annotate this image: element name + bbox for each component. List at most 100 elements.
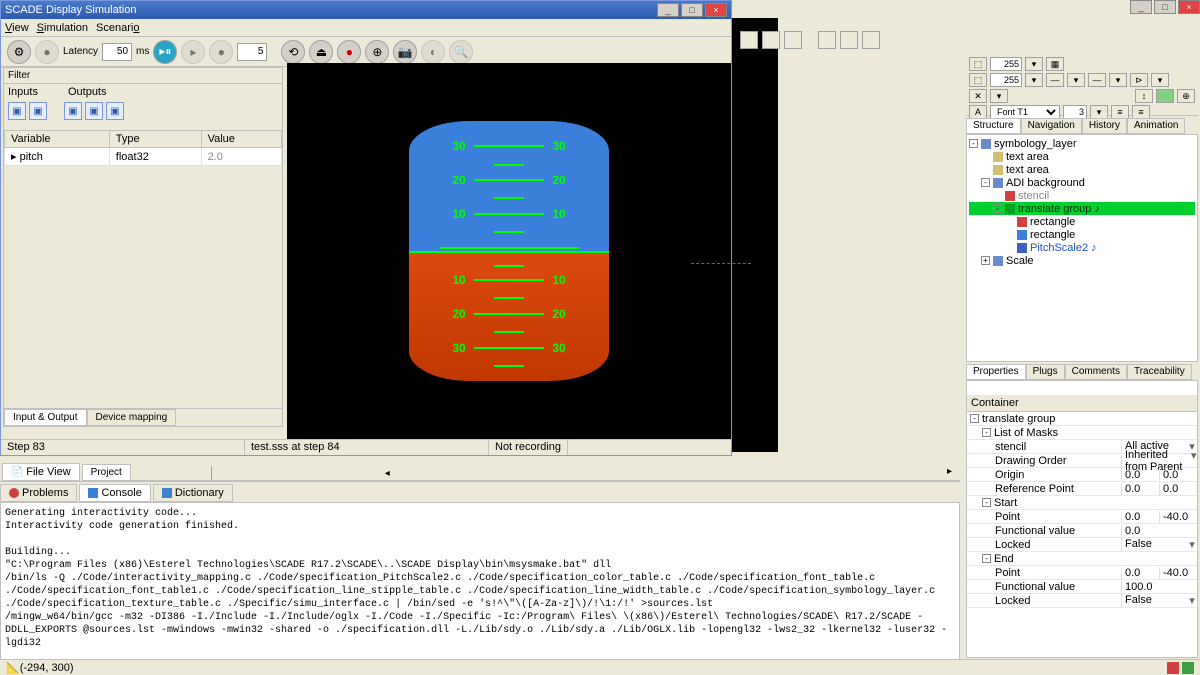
rtb-input-a[interactable] xyxy=(990,57,1022,71)
outer-close[interactable]: × xyxy=(1178,0,1200,14)
tab-traceability[interactable]: Traceability xyxy=(1127,364,1192,380)
outputs-btn-2[interactable]: ▣ xyxy=(85,102,103,120)
maximize-button[interactable]: □ xyxy=(681,3,703,17)
rtb-btn[interactable]: — xyxy=(1046,73,1064,87)
tab-properties[interactable]: Properties xyxy=(966,364,1026,380)
rtb-btn[interactable]: ▾ xyxy=(1090,105,1108,119)
toolbar-btn[interactable]: ⟲ xyxy=(281,40,305,64)
tab-plugs[interactable]: Plugs xyxy=(1026,364,1065,380)
rtb-btn[interactable]: ▾ xyxy=(1025,57,1043,71)
close-button[interactable]: × xyxy=(705,3,727,17)
rtb-btn[interactable]: ⊕ xyxy=(1177,89,1195,103)
rtb-btn[interactable]: ▾ xyxy=(1109,73,1127,87)
tab-fileview[interactable]: 📄 File View xyxy=(2,463,80,481)
tree-item[interactable]: -symbology_layer xyxy=(969,137,1195,150)
tab-comments[interactable]: Comments xyxy=(1065,364,1127,380)
col-type[interactable]: Type xyxy=(109,131,201,148)
rtb-font-a[interactable]: A xyxy=(969,105,987,119)
prop-end[interactable]: -End xyxy=(967,552,1197,566)
prop-row[interactable]: Point0.0-40.0 xyxy=(967,510,1197,524)
camera-btn[interactable]: 📷 xyxy=(393,40,417,64)
prop-row[interactable]: Drawing OrderInherited from Parent▾ xyxy=(967,454,1197,468)
tree-item[interactable]: -translate group ♪ xyxy=(969,202,1195,215)
prop-masks[interactable]: -List of Masks xyxy=(967,426,1197,440)
rtb-btn[interactable]: ▾ xyxy=(1025,73,1043,87)
tree-item[interactable]: +Scale xyxy=(969,254,1195,267)
rtb-btn[interactable]: ▾ xyxy=(1151,73,1169,87)
minimize-button[interactable]: _ xyxy=(657,3,679,17)
rtb-btn[interactable]: ≡ xyxy=(1132,105,1150,119)
outer-btn[interactable] xyxy=(862,31,880,49)
rtb-btn[interactable]: ▾ xyxy=(1067,73,1085,87)
col-variable[interactable]: Variable xyxy=(5,131,110,148)
latency-input[interactable] xyxy=(102,43,132,61)
tab-navigation[interactable]: Navigation xyxy=(1021,118,1082,134)
outer-btn[interactable] xyxy=(818,31,836,49)
prop-row[interactable]: Origin0.00.0 xyxy=(967,468,1197,482)
rtb-btn[interactable]: ≡ xyxy=(1111,105,1129,119)
outer-minimize[interactable]: _ xyxy=(1130,0,1152,14)
rtb-btn[interactable]: ▾ xyxy=(990,89,1008,103)
tab-history[interactable]: History xyxy=(1082,118,1127,134)
tree-item[interactable]: rectangle xyxy=(969,228,1195,241)
tree-item[interactable]: -ADI background xyxy=(969,176,1195,189)
outer-btn[interactable] xyxy=(840,31,858,49)
toolbar-btn[interactable]: ⏏ xyxy=(309,40,333,64)
inputs-btn-2[interactable]: ▣ xyxy=(29,102,47,120)
outer-btn[interactable] xyxy=(740,31,758,49)
tab-project[interactable]: Project xyxy=(82,464,131,481)
rtb-btn[interactable]: ⊳ xyxy=(1130,73,1148,87)
settings-btn[interactable]: ⚙ xyxy=(7,40,31,64)
font-size-input[interactable] xyxy=(1063,105,1087,119)
tree-item[interactable]: rectangle xyxy=(969,215,1195,228)
structure-tree[interactable]: -symbology_layertext areatext area-ADI b… xyxy=(966,134,1198,362)
tree-item[interactable]: stencil xyxy=(969,189,1195,202)
menu-view[interactable]: View xyxy=(5,22,29,34)
tree-item[interactable]: text area xyxy=(969,163,1195,176)
rtb-btn[interactable]: ↕ xyxy=(1135,89,1153,103)
rtb-btn[interactable]: — xyxy=(1088,73,1106,87)
prop-start[interactable]: -Start xyxy=(967,496,1197,510)
tree-item[interactable]: PitchScale2 ♪ xyxy=(969,241,1195,254)
outputs-btn-1[interactable]: ▣ xyxy=(64,102,82,120)
tab-console[interactable]: Console xyxy=(79,484,150,502)
font-select[interactable]: Font T1 xyxy=(990,105,1060,119)
tab-device-mapping[interactable]: Device mapping xyxy=(87,409,177,426)
outer-btn[interactable] xyxy=(762,31,780,49)
play-btn[interactable]: ▸⏸ xyxy=(153,40,177,64)
prop-row[interactable]: Point0.0-40.0 xyxy=(967,566,1197,580)
tab-structure[interactable]: Structure xyxy=(966,118,1021,134)
toolbar-btn[interactable]: ● xyxy=(35,40,59,64)
toolbar-btn[interactable]: ◐ xyxy=(421,40,445,64)
console-output[interactable]: Generating interactivity code... Interac… xyxy=(0,502,960,660)
col-value[interactable]: Value xyxy=(201,131,281,148)
outer-btn[interactable] xyxy=(784,31,802,49)
prop-row[interactable]: Reference Point0.00.0 xyxy=(967,482,1197,496)
tree-item[interactable]: text area xyxy=(969,150,1195,163)
var-value[interactable]: 2.0 xyxy=(201,148,281,166)
tab-problems[interactable]: Problems xyxy=(0,484,77,502)
tab-dictionary[interactable]: Dictionary xyxy=(153,484,233,502)
prop-row[interactable]: Functional value100.0 xyxy=(967,580,1197,594)
toolbar-btn[interactable]: ⊕ xyxy=(365,40,389,64)
rtb-btn[interactable]: ⬚ xyxy=(969,73,987,87)
rtb-close[interactable]: ✕ xyxy=(969,89,987,103)
step-btn[interactable]: ▸ xyxy=(181,40,205,64)
toolbar-btn[interactable]: ● xyxy=(209,40,233,64)
menu-simulation[interactable]: Simulation xyxy=(37,22,88,34)
step-input[interactable] xyxy=(237,43,267,61)
outputs-btn-3[interactable]: ▣ xyxy=(106,102,124,120)
tab-animation[interactable]: Animation xyxy=(1127,118,1185,134)
outer-maximize[interactable]: □ xyxy=(1154,0,1176,14)
tab-input-output[interactable]: Input & Output xyxy=(4,409,87,426)
zoom-btn[interactable]: 🔍 xyxy=(449,40,473,64)
rtb-btn[interactable] xyxy=(1156,89,1174,103)
table-row[interactable]: ▸ pitch float32 2.0 xyxy=(5,148,282,166)
prop-row[interactable]: Functional value0.0 xyxy=(967,524,1197,538)
prop-row[interactable]: LockedFalse▾ xyxy=(967,594,1197,608)
rtb-btn[interactable]: ⬚ xyxy=(969,57,987,71)
menu-scenario[interactable]: Scenario xyxy=(96,22,139,34)
prop-group[interactable]: -translate group xyxy=(967,412,1197,426)
record-btn[interactable]: ● xyxy=(337,40,361,64)
inputs-btn-1[interactable]: ▣ xyxy=(8,102,26,120)
